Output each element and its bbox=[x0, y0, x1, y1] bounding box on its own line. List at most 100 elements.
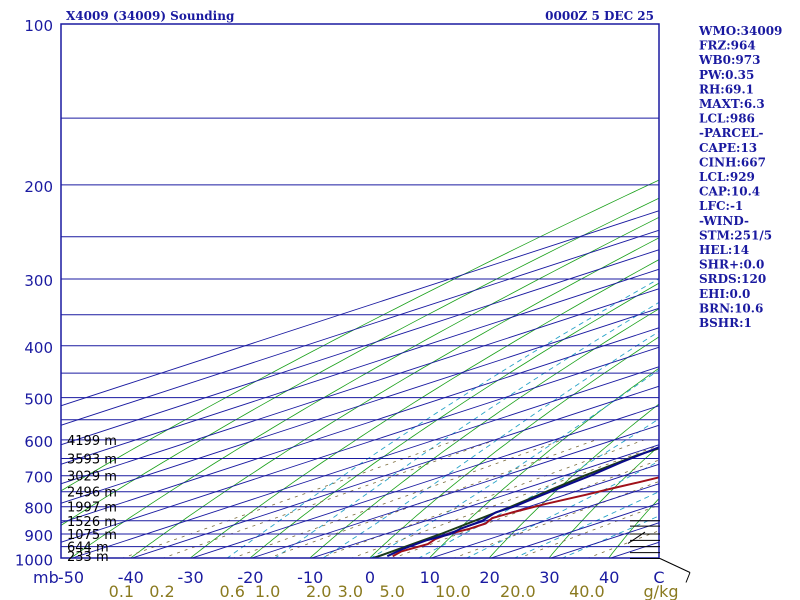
y-axis-unit: mb bbox=[33, 568, 59, 587]
mixing-ratio-label: 5.0 bbox=[380, 582, 405, 600]
temp-tick-label: 20 bbox=[479, 568, 499, 587]
pressure-tick-labels: 100 200 300 400 500 600 700 800 900 1000 bbox=[15, 17, 53, 570]
pressure-tick-label: 700 bbox=[24, 469, 53, 487]
temp-tick-label: -10 bbox=[297, 568, 323, 587]
height-label: 3593 m bbox=[67, 453, 117, 468]
mixing-ratio-label: 10.0 bbox=[435, 582, 471, 600]
stats-panel: WMO:34009FRZ:964WB0:973PW:0.35RH:69.1MAX… bbox=[698, 24, 782, 330]
stat-line: PW:0.35 bbox=[699, 68, 754, 82]
isotherm bbox=[61, 307, 659, 504]
wind-barb bbox=[627, 531, 646, 544]
height-label: 3029 m bbox=[67, 470, 117, 485]
temp-tick-label: -40 bbox=[118, 568, 144, 587]
isotherm bbox=[71, 366, 659, 558]
temp-tick-label: 10 bbox=[420, 568, 440, 587]
pressure-tick-label: 300 bbox=[24, 272, 53, 290]
mixing-ratio-label: 40.0 bbox=[569, 582, 605, 600]
stat-line: SHR+:0.0 bbox=[699, 258, 764, 272]
plot-frame bbox=[60, 23, 660, 559]
height-label: 644 m bbox=[67, 541, 109, 556]
mixing-ratio-line bbox=[121, 439, 457, 558]
isotherm bbox=[370, 463, 659, 558]
mixing-ratio-label: 1.0 bbox=[255, 582, 280, 600]
stat-line: -WIND- bbox=[699, 214, 749, 228]
chart-title: X4009 (34009) Sounding bbox=[66, 9, 235, 23]
isotherm bbox=[61, 229, 659, 426]
isotherm bbox=[61, 327, 659, 524]
dewpoint-line bbox=[392, 476, 659, 558]
wind-barb bbox=[685, 572, 691, 583]
stat-line: CINH:667 bbox=[699, 155, 766, 169]
isotherm bbox=[61, 268, 659, 465]
temp-tick-label: 40 bbox=[599, 568, 619, 587]
temp-tick-labels: -50 -40 -30 -20 -10 0 10 20 30 40 bbox=[58, 568, 619, 587]
stat-line: CAPE:13 bbox=[699, 141, 757, 155]
isotherm bbox=[250, 424, 659, 558]
wind-barbs bbox=[627, 520, 691, 583]
x-axis-unit: C bbox=[653, 568, 664, 587]
height-label: 1997 m bbox=[67, 501, 117, 516]
stat-line: WMO:34009 bbox=[698, 24, 782, 38]
dry-adiabat bbox=[61, 179, 659, 492]
stat-line: LCL:929 bbox=[699, 170, 755, 184]
plot-area bbox=[61, 24, 800, 559]
moist-adiabat bbox=[226, 278, 659, 558]
pressure-tick-label: 800 bbox=[24, 500, 53, 518]
dry-adiabat bbox=[788, 24, 800, 559]
moist-adiabat bbox=[274, 301, 659, 558]
stat-line: SRDS:120 bbox=[699, 272, 766, 286]
mixing-ratio-label: 20.0 bbox=[500, 582, 536, 600]
moist-adiabat bbox=[561, 515, 659, 558]
axis-labels: X4009 (34009) Sounding 0000Z 5 DEC 25 C … bbox=[33, 9, 678, 600]
stat-line: WB0:973 bbox=[698, 53, 760, 67]
isotherm bbox=[61, 210, 659, 407]
isotherm bbox=[61, 288, 659, 485]
temp-tick-label: -50 bbox=[58, 568, 84, 587]
wind-barb bbox=[659, 558, 691, 573]
height-label: 4199 m bbox=[67, 434, 117, 449]
temp-tick-label: -20 bbox=[237, 568, 263, 587]
moist-adiabat bbox=[369, 369, 659, 558]
isotherm bbox=[190, 405, 659, 558]
stat-line: BSHR:1 bbox=[699, 316, 752, 330]
isotherm bbox=[310, 444, 659, 558]
mixing-ratio-label: 0.1 bbox=[109, 582, 134, 600]
pressure-tick-label: 900 bbox=[24, 527, 53, 545]
isotherm bbox=[61, 249, 659, 446]
pressure-tick-label: 500 bbox=[24, 391, 53, 409]
stat-line: RH:69.1 bbox=[699, 82, 754, 96]
mixing-ratio-label: 2.0 bbox=[306, 582, 331, 600]
stat-line: EHI:0.0 bbox=[699, 287, 750, 301]
stat-line: HEL:14 bbox=[699, 243, 749, 257]
moist-adiabat bbox=[465, 460, 659, 558]
stat-line: MAXT:6.3 bbox=[699, 97, 765, 111]
mixing-ratio-label: 0.2 bbox=[149, 582, 174, 600]
stat-line: BRN:10.6 bbox=[699, 301, 763, 315]
chart-time: 0000Z 5 DEC 25 bbox=[545, 9, 654, 23]
stat-line: FRZ:964 bbox=[699, 39, 756, 53]
stat-line: CAP:10.4 bbox=[699, 185, 760, 199]
mixing-ratio-line bbox=[350, 445, 659, 558]
stat-line: -PARCEL- bbox=[699, 126, 764, 140]
mixing-ratio-line bbox=[232, 439, 563, 558]
temp-tick-label: 0 bbox=[365, 568, 375, 587]
height-label: 2496 m bbox=[67, 486, 117, 501]
mixing-ratio-unit: g/kg bbox=[644, 582, 679, 600]
isotherm bbox=[61, 346, 659, 543]
height-label: 1526 m bbox=[67, 515, 117, 530]
mixing-ratio-label: 3.0 bbox=[338, 582, 363, 600]
pressure-tick-label: 400 bbox=[24, 339, 53, 357]
mixing-ratio-labels: 0.1 0.2 0.6 1.0 2.0 3.0 5.0 10.0 20.0 40.0 bbox=[109, 582, 605, 600]
height-label: 233 m bbox=[67, 550, 109, 565]
pressure-tick-label: 1000 bbox=[15, 552, 53, 570]
mixing-ratio-label: 0.6 bbox=[219, 582, 244, 600]
stat-line: LCL:986 bbox=[699, 112, 755, 126]
stat-line: STM:251/5 bbox=[699, 228, 772, 242]
temp-tick-label: -30 bbox=[178, 568, 204, 587]
pressure-tick-label: 600 bbox=[24, 433, 53, 451]
pressure-tick-label: 100 bbox=[24, 17, 53, 35]
temp-tick-label: 30 bbox=[539, 568, 559, 587]
